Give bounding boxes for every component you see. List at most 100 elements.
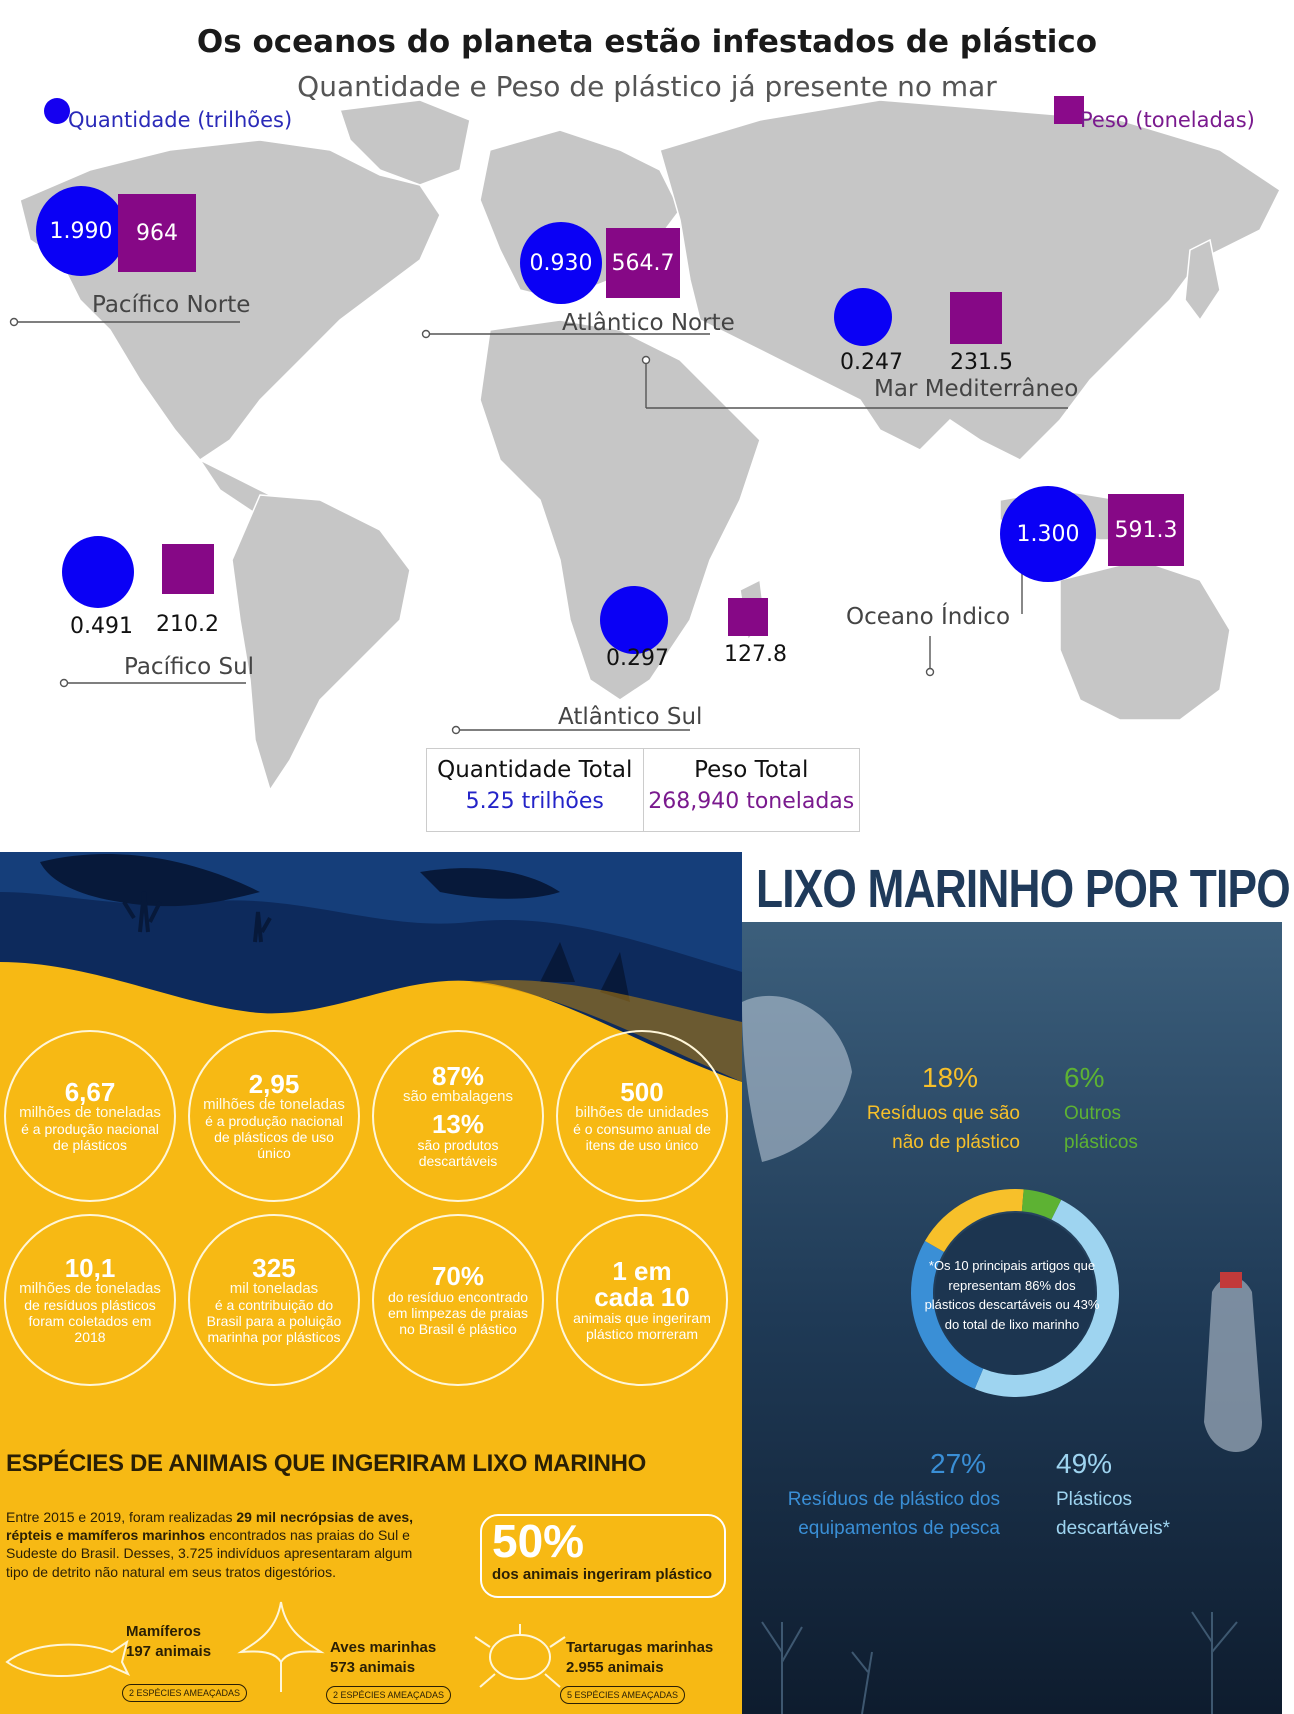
weight-value-mar-mediterraneo: 231.5 <box>950 350 1013 375</box>
stat-brazil-contribution: 325 mil toneladas é a contribuição do Br… <box>188 1214 360 1386</box>
weight-square-mar-mediterraneo <box>950 292 1002 344</box>
weight-square-atlantico-norte: 564.7 <box>606 228 680 298</box>
total-quantity-cell: Quantidade Total 5.25 trilhões <box>427 749 643 831</box>
highlight-value: 50% <box>492 1515 585 1567</box>
quantity-bubble-pacifico-sul <box>62 536 134 608</box>
stat-description: é o consumo anual de itens de uso único <box>573 1121 711 1154</box>
label-line: não de plástico <box>892 1131 1020 1153</box>
animal-name: Tartarugas marinhas <box>566 1639 714 1656</box>
weight-legend-icon <box>1054 96 1084 124</box>
stat-unit: bilhões de unidades <box>575 1103 709 1121</box>
label-line: plásticos <box>1064 1131 1138 1153</box>
highlight-box: 50% dos animais ingeriram plástico <box>480 1514 726 1598</box>
species-description: Entre 2015 e 2019, foram realizadas 29 m… <box>6 1508 426 1581</box>
region-label-pacifico-norte: Pacífico Norte <box>92 292 251 318</box>
donut-hole <box>935 1213 1095 1373</box>
map-title: Os oceanos do planeta estão infestados d… <box>196 24 1098 60</box>
quantity-bubble-atlantico-norte: 0.930 <box>520 222 602 304</box>
donut-segment-27pct <box>911 1241 984 1389</box>
pct-fishing-gear: 27% <box>930 1448 987 1479</box>
stat-animal-deaths: 1 em cada 10 animais que ingeriram plást… <box>556 1214 728 1386</box>
stat-value: 2,95 <box>248 1068 300 1099</box>
stat-unit: milhões de toneladas <box>19 1103 161 1121</box>
quantity-value-pacifico-sul: 0.491 <box>70 614 133 639</box>
marine-litter-by-type: LIXO MARINHO POR TIPO 18% Resíduos que s… <box>742 852 1294 1714</box>
threat-badge-sea-turtles: 5 ESPÉCIES AMEAÇADAS <box>560 1686 686 1704</box>
region-label-mar-mediterraneo: Mar Mediterrâneo <box>874 376 1079 402</box>
region-label-pacifico-sul: Pacífico Sul <box>124 654 255 680</box>
label-line: Plásticos <box>1056 1489 1133 1510</box>
animal-seabirds: Aves marinhas 573 animais <box>330 1638 436 1679</box>
stat-unit: milhões de toneladas <box>19 1279 161 1297</box>
animal-count: 197 animais <box>126 1643 212 1661</box>
quantity-bubble-oceano-indico: 1.300 <box>1000 486 1096 582</box>
stat-description: são produtos descartáveis <box>417 1137 499 1170</box>
animal-mammals: Mamíferos 197 animais <box>126 1622 211 1663</box>
weight-square-pacifico-sul <box>162 544 214 594</box>
donut-chart <box>911 1189 1120 1398</box>
label-line: equipamentos de pesca <box>798 1517 1000 1539</box>
weight-square-pacifico-norte: 964 <box>118 194 196 272</box>
pct-non-plastic: 18% <box>922 1062 979 1093</box>
pct-disposable-plastics: 49% <box>1056 1448 1113 1479</box>
stat-beach-cleanup: 70% do resíduo encontrado em limpezas de… <box>372 1214 544 1386</box>
quantity-bubble-pacifico-norte: 1.990 <box>36 186 126 276</box>
weight-square-atlantico-sul <box>728 598 768 636</box>
totals-box: Quantidade Total 5.25 trilhões Peso Tota… <box>426 748 860 832</box>
pct-other-plastics: 6% <box>1064 1062 1105 1093</box>
stat-description: é a contribuição do Brasil para a poluiç… <box>206 1297 342 1346</box>
legend-weight: Peso (toneladas) <box>1080 108 1255 132</box>
stat-annual-consumption: 500 bilhões de unidades é o consumo anua… <box>556 1030 728 1202</box>
region-label-atlantico-sul: Atlântico Sul <box>558 704 703 730</box>
weight-value-pacifico-sul: 210.2 <box>156 612 219 637</box>
fish-silhouette-icon <box>420 868 560 899</box>
turtle-icon <box>474 1624 566 1688</box>
label-line: descartáveis* <box>1056 1517 1171 1539</box>
weight-square-oceano-indico: 591.3 <box>1108 494 1184 566</box>
stat-value: 70% <box>431 1260 485 1291</box>
stat-unit: mil toneladas <box>229 1279 319 1297</box>
animal-name: Aves marinhas <box>330 1639 437 1656</box>
species-title: ESPÉCIES DE ANIMAIS QUE INGERIRAM LIXO M… <box>6 1450 647 1477</box>
stat-value: 10,1 <box>64 1252 116 1283</box>
stat-description: de resíduos plásticos foram coletados em… <box>24 1297 156 1346</box>
total-quantity-value: 5.25 trilhões <box>465 789 604 814</box>
quantity-value-mar-mediterraneo: 0.247 <box>840 350 903 375</box>
species-text-bold: 29 mil necrópsias de aves, répteis e mam… <box>6 1509 414 1544</box>
stat-value: 87% <box>431 1060 485 1091</box>
total-weight-value: 268,940 toneladas <box>648 789 855 814</box>
label-fishing-gear: Resíduos de plástico dos equipamentos de … <box>756 1486 1000 1543</box>
map-subtitle: Quantidade e Peso de plástico já present… <box>297 70 997 103</box>
donut-note: *Os 10 principais artigos que representa… <box>924 1258 1100 1332</box>
label-disposable-plastics: Plásticos descartáveis* <box>1056 1486 1170 1543</box>
stat-value-secondary: 13% <box>431 1109 485 1140</box>
label-line: Resíduos de plástico dos <box>787 1489 1000 1510</box>
donut-segment-6pct <box>1021 1189 1062 1220</box>
threat-badge-seabirds: 2 ESPÉCIES AMEAÇADAS <box>326 1686 452 1704</box>
stat-description: é a produção nacional de plásticos de us… <box>205 1113 343 1162</box>
highlight-label: dos animais ingeriram plástico <box>492 1566 713 1583</box>
label-other-plastics: Outros plásticos <box>1064 1100 1138 1157</box>
stat-production-total: 6,67 milhões de toneladas é a produção n… <box>4 1030 176 1202</box>
stat-description: é a produção nacional de plásticos <box>21 1121 159 1154</box>
region-label-atlantico-norte: Atlântico Norte <box>562 310 735 336</box>
stat-collected-2018: 10,1 milhões de toneladas de resíduos pl… <box>4 1214 176 1386</box>
brazil-plastic-stats: 6,67 milhões de toneladas é a produção n… <box>0 852 742 1714</box>
animal-name: Mamíferos <box>126 1623 202 1640</box>
legend-quantity: Quantidade (trilhões) <box>68 108 293 132</box>
plastic-ocean-map: Os oceanos do planeta estão infestados d… <box>0 0 1294 852</box>
species-text-part1: Entre 2015 e 2019, foram realizadas <box>6 1509 237 1525</box>
stat-description: do resíduo encontrado em limpezas de pra… <box>387 1288 529 1338</box>
stat-description: animais que ingeriram plástico morreram <box>573 1309 711 1342</box>
seabird-icon <box>237 1601 325 1692</box>
label-line: Outros <box>1064 1103 1122 1124</box>
animal-count: 2.955 animais <box>566 1659 664 1677</box>
plastic-bottle-icon <box>1204 1277 1262 1452</box>
total-weight-label: Peso Total <box>694 757 809 783</box>
quantity-bubble-mar-mediterraneo <box>834 288 892 346</box>
coral-icon <box>761 1611 1238 1714</box>
animal-count: 573 animais <box>330 1659 416 1677</box>
lixo-title: LIXO MARINHO POR TIPO <box>756 859 1291 919</box>
stat-packaging: 87% são embalagens 13% são produtos desc… <box>372 1030 544 1202</box>
stat-production-single-use: 2,95 milhões de toneladas é a produção n… <box>188 1030 360 1202</box>
